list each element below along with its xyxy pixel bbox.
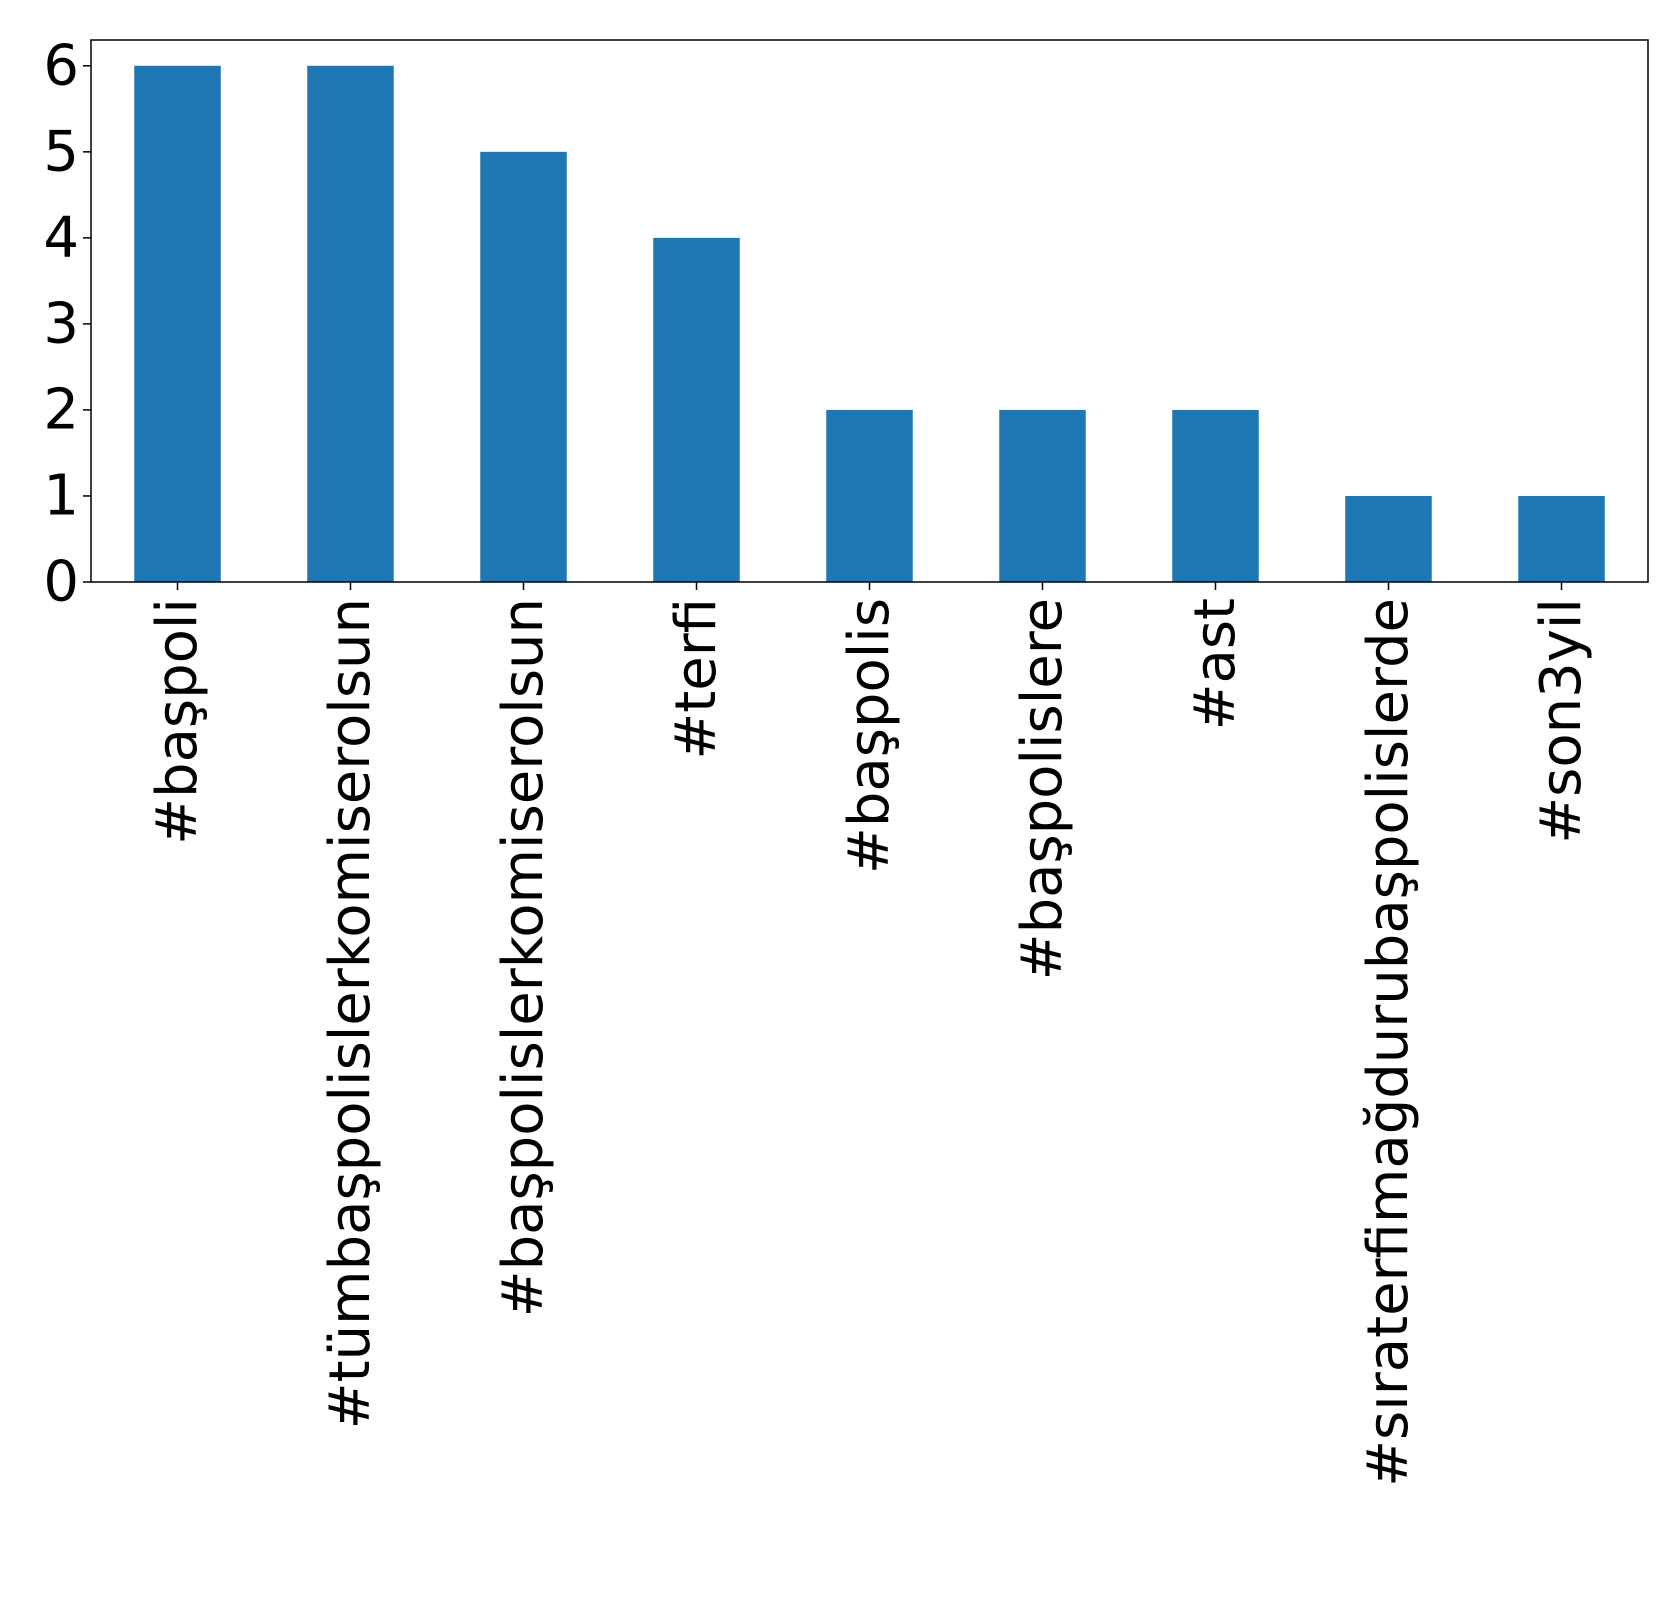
x-tick-label: #başpolis bbox=[837, 598, 902, 874]
y-tick-label: 1 bbox=[43, 463, 79, 528]
bar bbox=[826, 409, 913, 582]
bars-group bbox=[134, 65, 1605, 583]
y-tick-label: 4 bbox=[43, 205, 79, 270]
bar bbox=[1172, 409, 1259, 582]
y-tick-label: 3 bbox=[43, 291, 79, 356]
y-tick-label: 2 bbox=[43, 377, 79, 442]
x-tick-label: #başpoli bbox=[145, 598, 210, 845]
bar bbox=[134, 65, 221, 583]
bar bbox=[1345, 495, 1432, 582]
x-tick-label: #son3yil bbox=[1529, 598, 1594, 844]
x-tick-label: #başpolislere bbox=[1010, 598, 1075, 980]
y-axis: 0 1 2 3 4 5 6 bbox=[43, 33, 91, 615]
bar bbox=[480, 151, 567, 583]
bar bbox=[999, 409, 1086, 582]
x-tick-label: #başpolislerkomiserolsun bbox=[491, 598, 556, 1317]
x-axis: #başpoli #tümbaşpolislerkomiserolsun #başp… bbox=[145, 582, 1594, 1487]
bar bbox=[307, 65, 394, 583]
y-tick-label: 5 bbox=[43, 119, 79, 184]
y-tick-label: 6 bbox=[43, 33, 79, 98]
x-tick-label: #ast bbox=[1183, 598, 1248, 730]
bar bbox=[653, 237, 740, 582]
x-tick-label: #sıraterfimağdurubaşpolislerde bbox=[1356, 598, 1421, 1487]
x-tick-label: #tümbaşpolislerkomiserolsun bbox=[318, 598, 383, 1429]
y-tick-label: 0 bbox=[43, 550, 79, 615]
bar bbox=[1518, 495, 1605, 582]
x-tick-label: #terfi bbox=[664, 598, 729, 760]
